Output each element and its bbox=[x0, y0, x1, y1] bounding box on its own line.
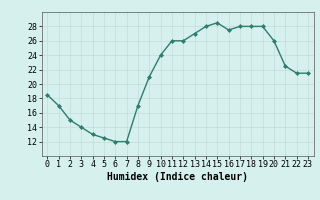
X-axis label: Humidex (Indice chaleur): Humidex (Indice chaleur) bbox=[107, 172, 248, 182]
